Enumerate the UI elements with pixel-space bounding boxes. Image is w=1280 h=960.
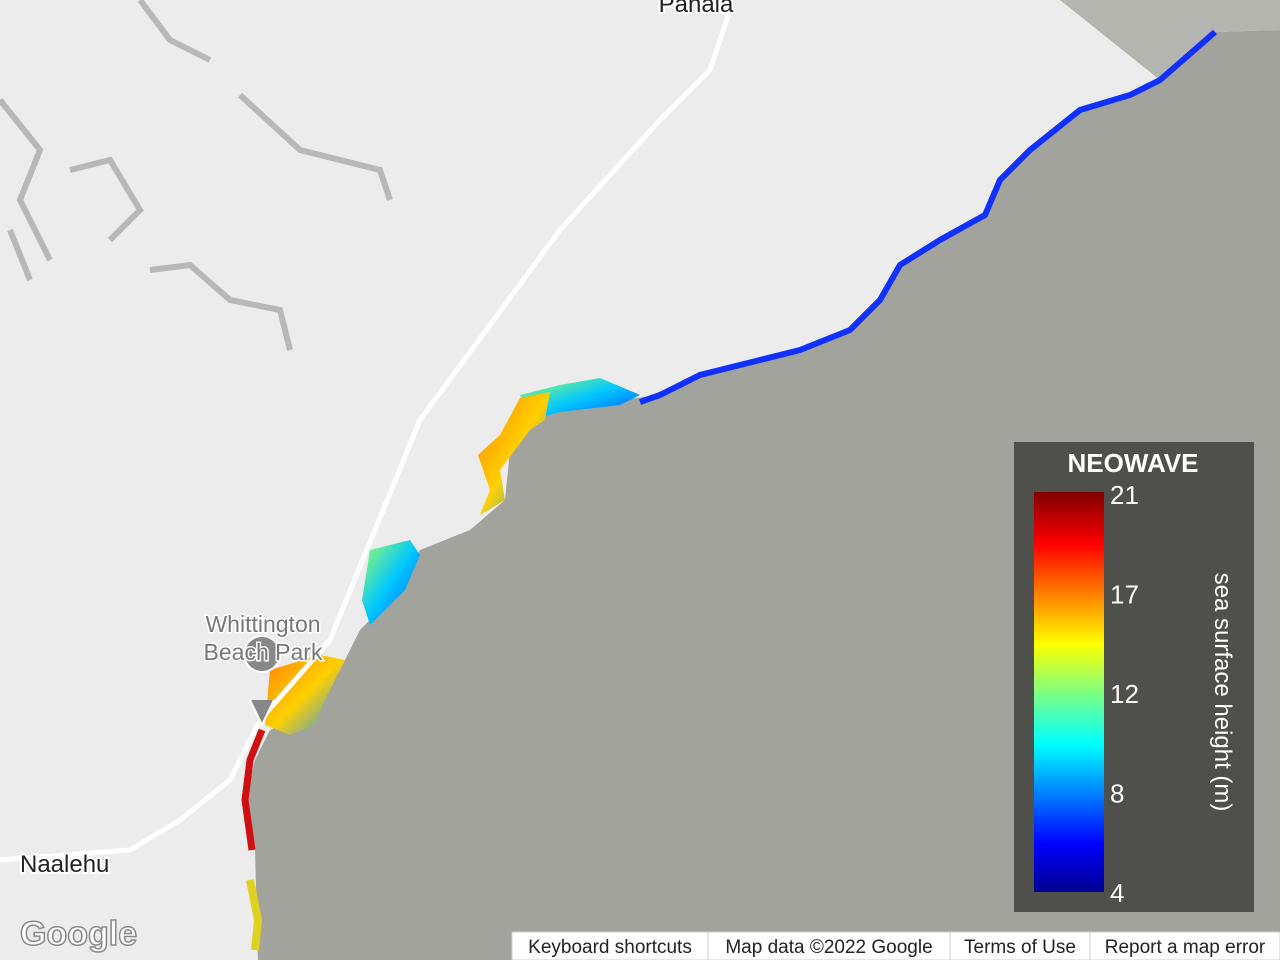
inundation	[241, 29, 1217, 951]
legend-tick: 4	[1110, 878, 1124, 908]
logo: Google	[20, 915, 137, 953]
place-label: Naalehu	[20, 851, 109, 878]
footer-box[interactable]	[1089, 931, 1280, 960]
legend-tick: 17	[1110, 580, 1139, 610]
footer-box[interactable]	[707, 931, 951, 960]
footer-link[interactable]: Report a map error	[1105, 937, 1266, 958]
legend-title: NEOWAVE	[1068, 448, 1199, 478]
colorbar	[1034, 492, 1104, 892]
tile	[1060, 0, 1280, 80]
place-label: Pahala	[659, 0, 734, 18]
legend-tick: 21	[1110, 480, 1139, 510]
footer-link[interactable]: Map data ©2022 Google	[725, 937, 932, 958]
road	[0, 9, 733, 863]
terrain	[0, 0, 393, 351]
footer-link[interactable]: Terms of Use	[964, 937, 1076, 958]
place-label: Beach Park	[204, 639, 323, 665]
place-label: Whittington	[205, 611, 320, 637]
legend-tick: 12	[1110, 679, 1139, 709]
legend-tick: 8	[1110, 779, 1124, 809]
legend-axis-label: sea surface height (m)	[1209, 573, 1236, 812]
park-pin	[243, 635, 282, 728]
footer-link[interactable]: Keyboard shortcuts	[528, 937, 692, 958]
footer-box[interactable]	[511, 931, 709, 960]
